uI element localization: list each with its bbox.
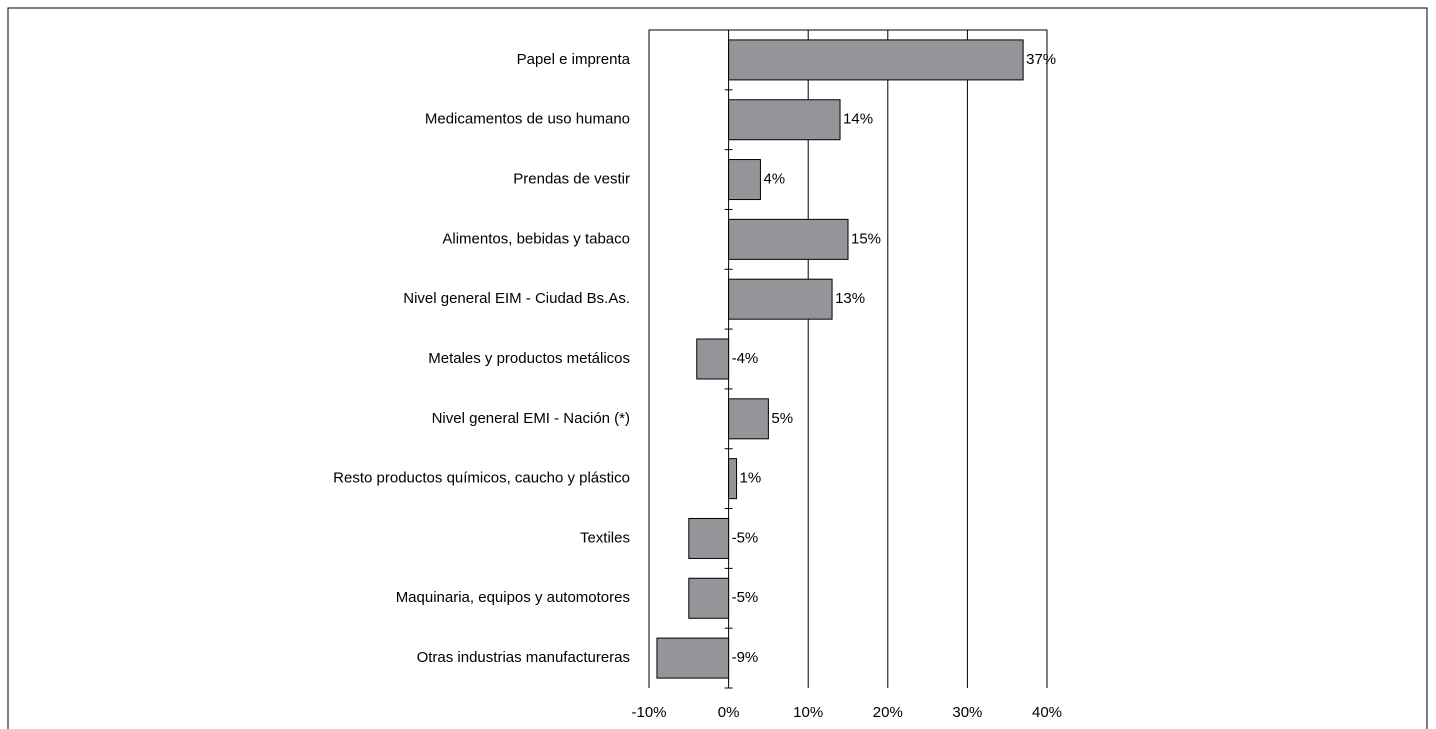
data-label: 1% [740, 470, 762, 487]
y-tick-label: Nivel general EMI - Nación (*) [432, 410, 630, 427]
bar [688, 517, 730, 559]
data-label: -5% [732, 589, 759, 606]
y-tick-label: Metales y productos metálicos [428, 350, 630, 367]
data-label: 13% [835, 290, 865, 307]
x-tick-label: 0% [718, 704, 740, 721]
data-label: 37% [1026, 51, 1056, 68]
bar [728, 278, 833, 320]
y-tick-label: Maquinaria, equipos y automotores [396, 589, 630, 606]
bar [728, 99, 841, 141]
y-tick-label: Prendas de vestir [513, 171, 630, 188]
y-tick-label: Medicamentos de uso humano [425, 111, 630, 128]
y-tick-label: Alimentos, bebidas y tabaco [442, 230, 630, 247]
bar [728, 218, 849, 260]
data-label: -9% [732, 649, 759, 666]
y-tick-label: Nivel general EIM - Ciudad Bs.As. [403, 290, 630, 307]
bar [688, 577, 730, 619]
data-label: 15% [851, 230, 881, 247]
data-label: 5% [771, 410, 793, 427]
x-tick-label: 20% [873, 704, 903, 721]
x-tick-label: 10% [793, 704, 823, 721]
y-tick-label: Textiles [580, 529, 630, 546]
data-label: -4% [732, 350, 759, 367]
x-tick-label: 30% [952, 704, 982, 721]
data-label: 14% [843, 111, 873, 128]
bar [696, 338, 730, 380]
x-tick-label: -10% [631, 704, 666, 721]
x-tick-label: 40% [1032, 704, 1062, 721]
bar [728, 458, 738, 500]
y-tick-label: Otras industrias manufactureras [417, 649, 630, 666]
data-label: -5% [732, 529, 759, 546]
bar [728, 39, 1024, 81]
y-tick-label: Resto productos químicos, caucho y plást… [333, 470, 630, 487]
bar [656, 637, 730, 679]
chart-border [7, 7, 1428, 729]
y-tick-label: Papel e imprenta [517, 51, 631, 68]
data-label: 4% [763, 171, 785, 188]
bar [728, 398, 769, 440]
bar [728, 159, 761, 201]
